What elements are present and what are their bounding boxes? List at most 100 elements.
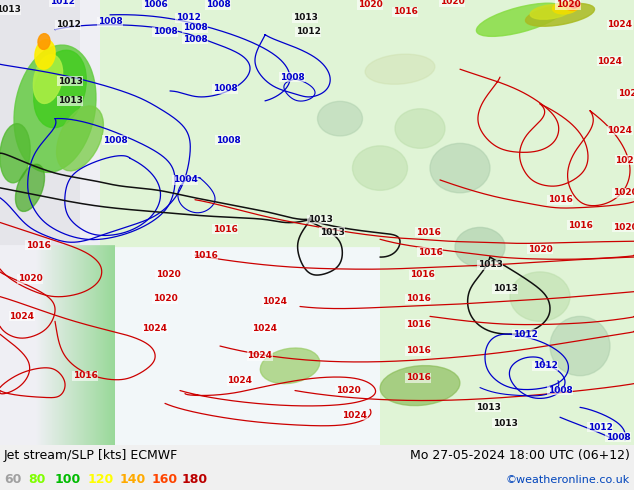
Text: 1020: 1020 [612,188,634,197]
Text: 1008: 1008 [280,73,304,82]
Text: 1024: 1024 [262,297,287,306]
Text: 80: 80 [28,473,46,487]
Text: 1020: 1020 [335,386,360,395]
Text: 1012: 1012 [56,20,81,29]
Ellipse shape [380,366,460,406]
Text: 180: 180 [182,473,208,487]
Text: 1016: 1016 [548,195,573,204]
Text: 1008: 1008 [98,17,122,26]
Ellipse shape [430,144,490,193]
Text: 1012: 1012 [49,0,74,6]
Ellipse shape [261,348,320,384]
Text: 1006: 1006 [143,0,167,9]
Ellipse shape [0,123,30,183]
Ellipse shape [14,45,96,172]
Ellipse shape [56,106,103,171]
Text: 1024: 1024 [342,411,368,420]
Text: 1028: 1028 [618,90,634,98]
Text: 1016: 1016 [406,346,430,355]
Ellipse shape [353,146,408,190]
Text: 1013: 1013 [0,5,20,14]
Text: 1024: 1024 [597,57,623,66]
Text: 1012: 1012 [512,330,538,339]
Ellipse shape [455,227,505,267]
Text: 1008: 1008 [548,386,573,395]
Text: 1020: 1020 [358,0,382,9]
Ellipse shape [38,34,50,49]
Text: 1008: 1008 [212,84,237,94]
Text: ©weatheronline.co.uk: ©weatheronline.co.uk [506,475,630,485]
Ellipse shape [566,1,581,10]
Text: 1008: 1008 [205,0,230,9]
Ellipse shape [365,54,435,84]
Text: 1016: 1016 [418,247,443,257]
Text: 1020: 1020 [439,0,464,6]
Text: 1024: 1024 [607,20,633,29]
Ellipse shape [34,50,86,128]
Text: 1008: 1008 [183,35,207,44]
Ellipse shape [526,3,595,26]
Text: 1020: 1020 [612,223,634,232]
Text: 1013: 1013 [493,418,517,428]
Text: 1016: 1016 [212,225,238,234]
Ellipse shape [15,164,44,212]
Text: 100: 100 [55,473,81,487]
Ellipse shape [476,3,564,36]
Text: 1016: 1016 [25,241,51,250]
Text: 1012: 1012 [176,13,200,23]
Text: Mo 27-05-2024 18:00 UTC (06+12): Mo 27-05-2024 18:00 UTC (06+12) [410,449,630,463]
Text: 1020: 1020 [555,0,580,9]
Text: 1020: 1020 [18,274,42,283]
Text: 140: 140 [120,473,146,487]
Text: 1016: 1016 [392,7,417,16]
Text: 1020: 1020 [155,270,181,279]
Text: 1016: 1016 [415,228,441,237]
Ellipse shape [395,109,445,148]
Ellipse shape [35,40,55,69]
Text: 120: 120 [88,473,114,487]
Ellipse shape [34,55,63,103]
Text: 1012: 1012 [295,27,320,36]
Text: 1012: 1012 [533,361,557,370]
Text: 160: 160 [152,473,178,487]
Text: 1013: 1013 [477,261,502,270]
Text: 1024: 1024 [143,324,167,333]
Ellipse shape [530,4,570,19]
Text: 1016: 1016 [406,294,430,303]
Text: 1013: 1013 [476,403,500,412]
Text: 1024: 1024 [228,376,252,385]
Text: 1020: 1020 [153,294,178,303]
Text: 1013: 1013 [292,13,318,23]
Text: 1013: 1013 [58,97,82,105]
Text: 1008: 1008 [216,136,240,145]
Text: 1016: 1016 [406,320,430,329]
Text: 1004: 1004 [172,175,197,184]
Text: 1024: 1024 [607,126,633,135]
Text: 1024: 1024 [252,324,278,333]
Text: 1013: 1013 [493,284,517,293]
Text: 60: 60 [4,473,22,487]
Text: 1016: 1016 [72,371,98,380]
Text: 1013: 1013 [58,76,82,86]
Text: 1024: 1024 [10,312,34,321]
Ellipse shape [510,272,570,321]
Text: Jet stream/SLP [kts] ECMWF: Jet stream/SLP [kts] ECMWF [4,449,178,463]
Text: 1013: 1013 [307,215,332,224]
Ellipse shape [553,2,578,14]
Text: 1008: 1008 [103,136,127,145]
Text: 1013: 1013 [320,228,344,237]
Text: 1008: 1008 [183,23,207,32]
Text: 1008: 1008 [605,433,630,441]
Text: 1016: 1016 [193,250,217,260]
Text: 1020: 1020 [527,245,552,254]
Ellipse shape [570,2,578,8]
Text: 1008: 1008 [153,27,178,36]
Text: 1024: 1024 [247,351,273,361]
Ellipse shape [318,101,363,136]
Text: 1024: 1024 [616,156,634,165]
Text: 1016: 1016 [410,270,434,279]
Text: 1016: 1016 [567,221,592,230]
Ellipse shape [550,317,610,376]
Text: 1016: 1016 [406,373,430,382]
Text: 1012: 1012 [588,422,612,432]
